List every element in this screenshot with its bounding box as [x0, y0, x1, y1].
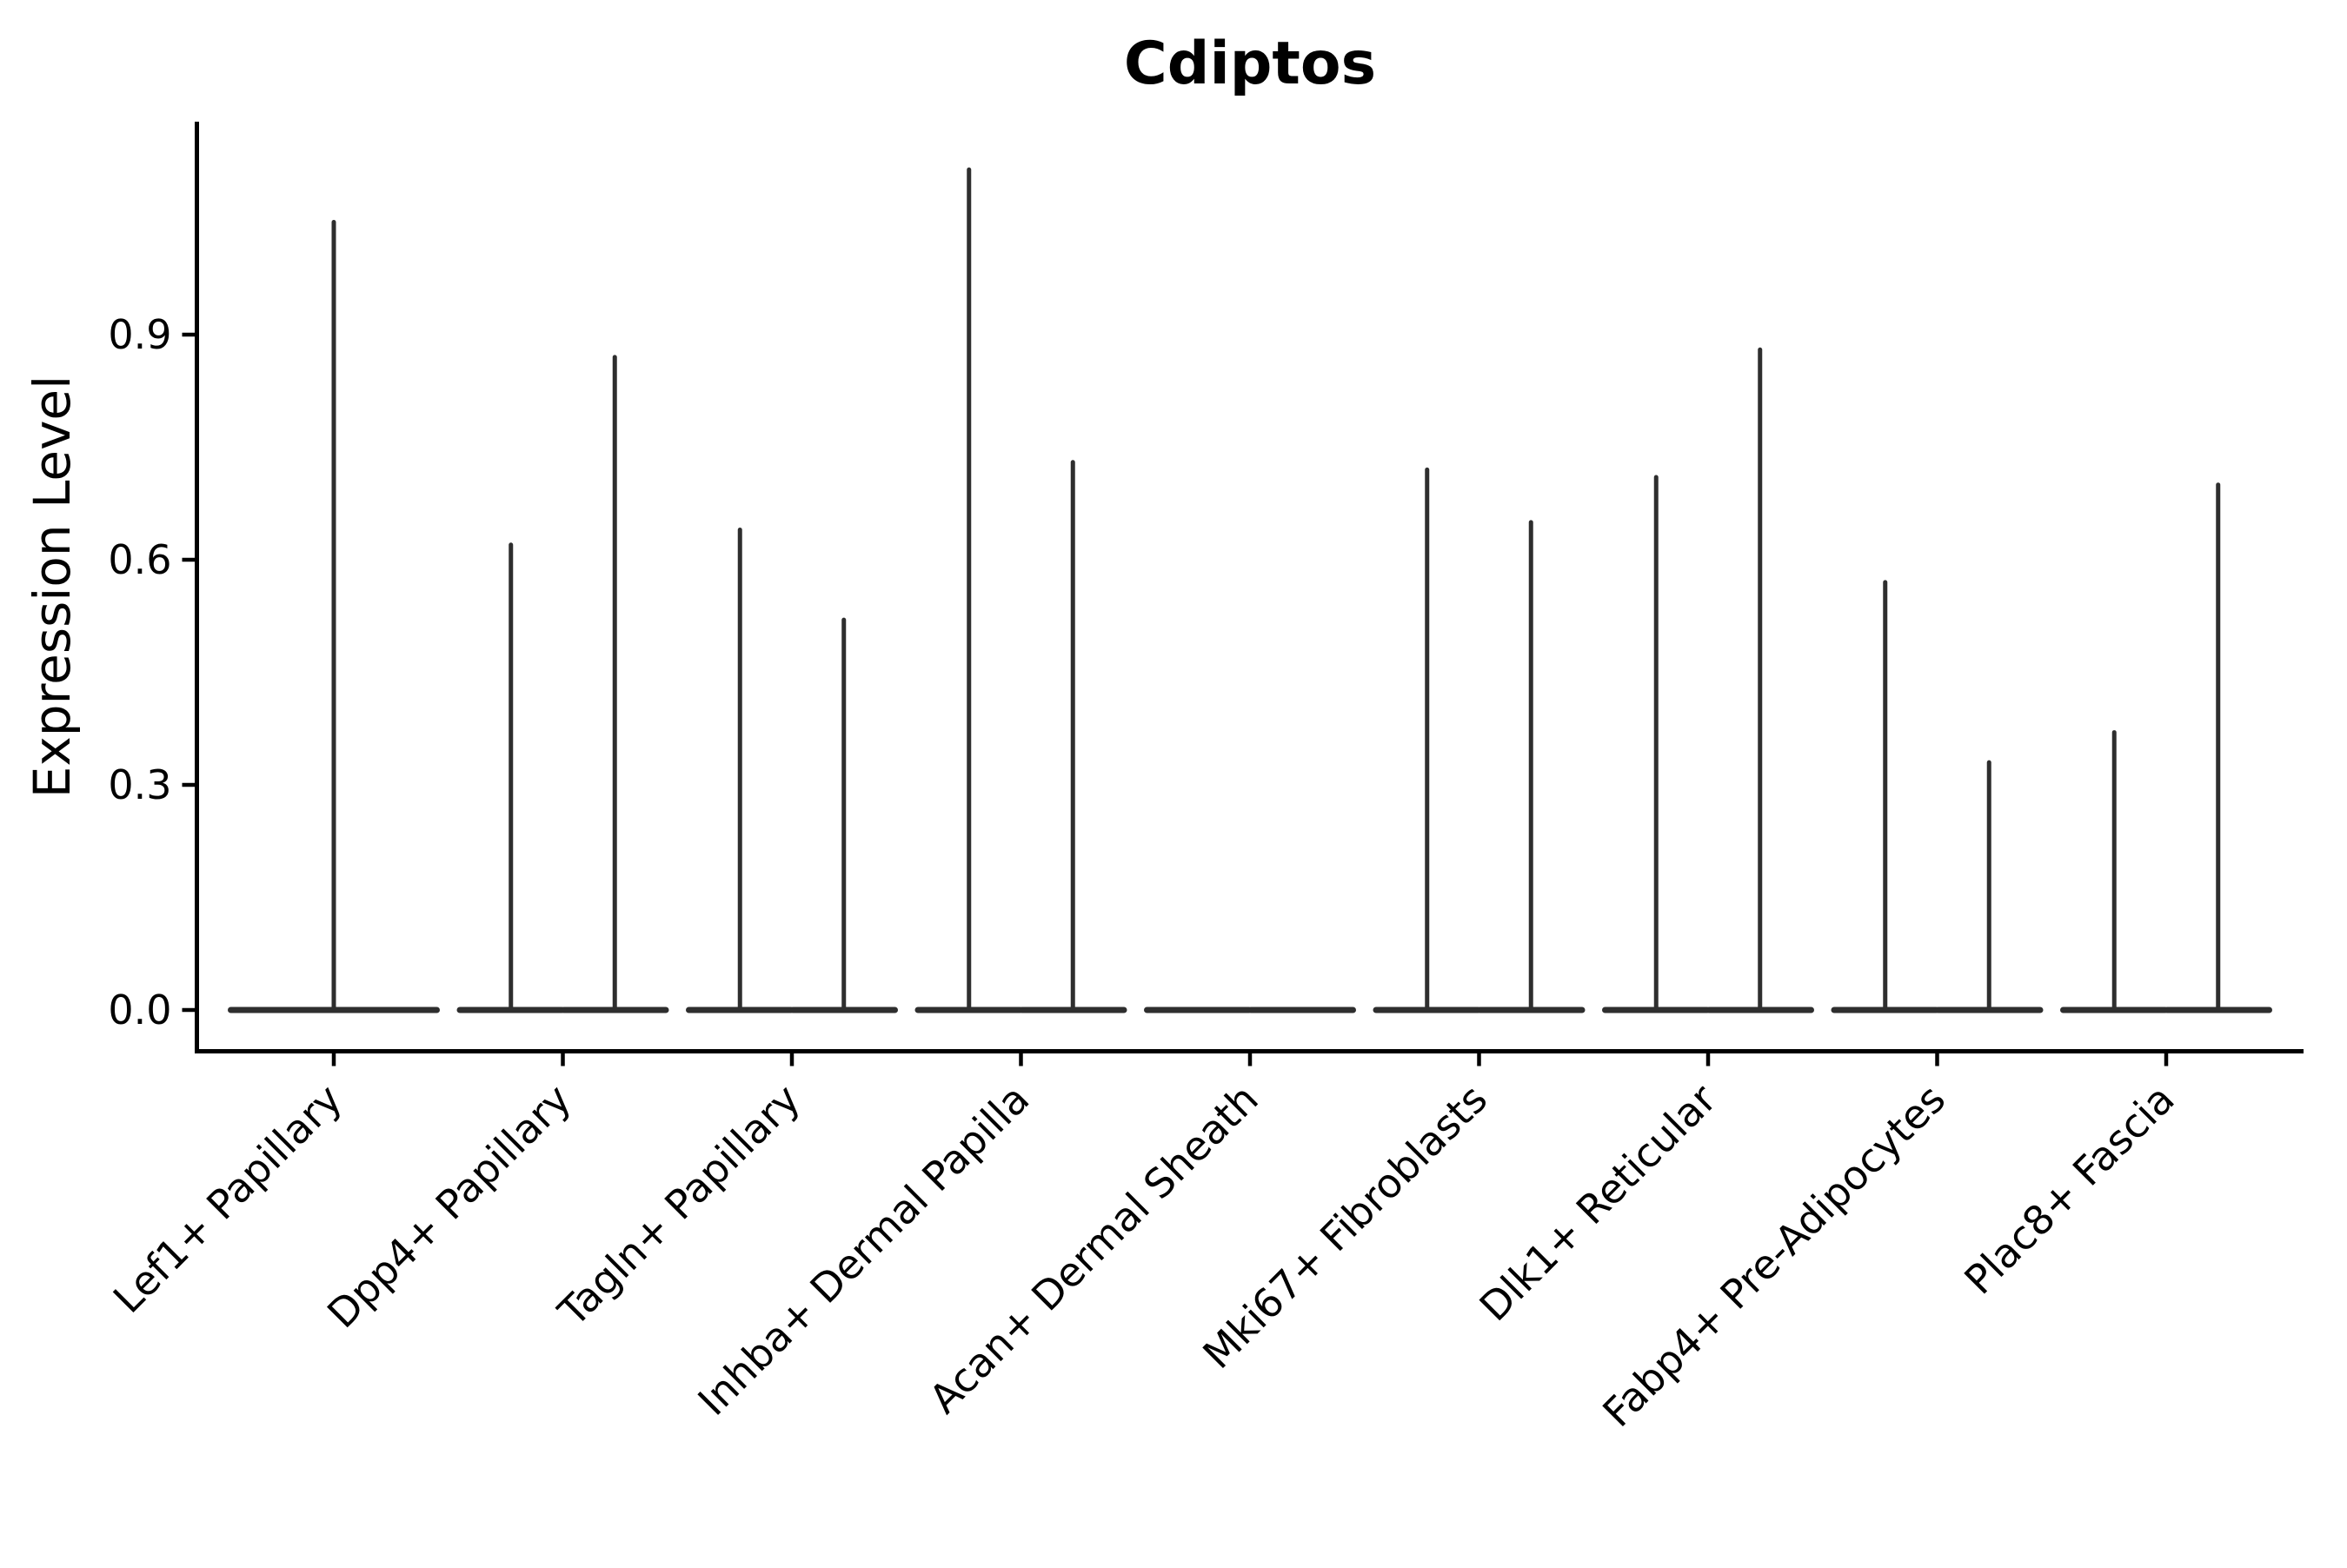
violins-layer — [228, 167, 2272, 1013]
y-tick-label: 0.3 — [108, 761, 171, 808]
x-tick-label: Tagln+ Papillary — [549, 1075, 809, 1336]
x-tick-label: Plac8+ Fascia — [1955, 1075, 2183, 1303]
violin-group — [1831, 580, 2044, 1013]
x-tick-label: Lef1+ Papillary — [104, 1075, 351, 1322]
violin-group — [2060, 482, 2272, 1013]
violin-group — [914, 167, 1127, 1013]
violin-group — [228, 220, 440, 1013]
y-tick-label: 0.9 — [108, 311, 171, 358]
violin-group — [1602, 347, 1814, 1013]
x-tick-label: Dlk1+ Reticular — [1471, 1075, 1725, 1330]
y-tick-label: 0.0 — [108, 987, 171, 1033]
y-axis-title: Expression Level — [23, 375, 82, 798]
chart-title: Cdiptos — [1124, 30, 1376, 98]
violin-group — [686, 527, 898, 1013]
x-tick-label: Dpp4+ Papillary — [318, 1075, 580, 1337]
violin-group — [1373, 467, 1586, 1013]
y-tick-label: 0.6 — [108, 536, 171, 583]
violin-group — [456, 355, 669, 1013]
